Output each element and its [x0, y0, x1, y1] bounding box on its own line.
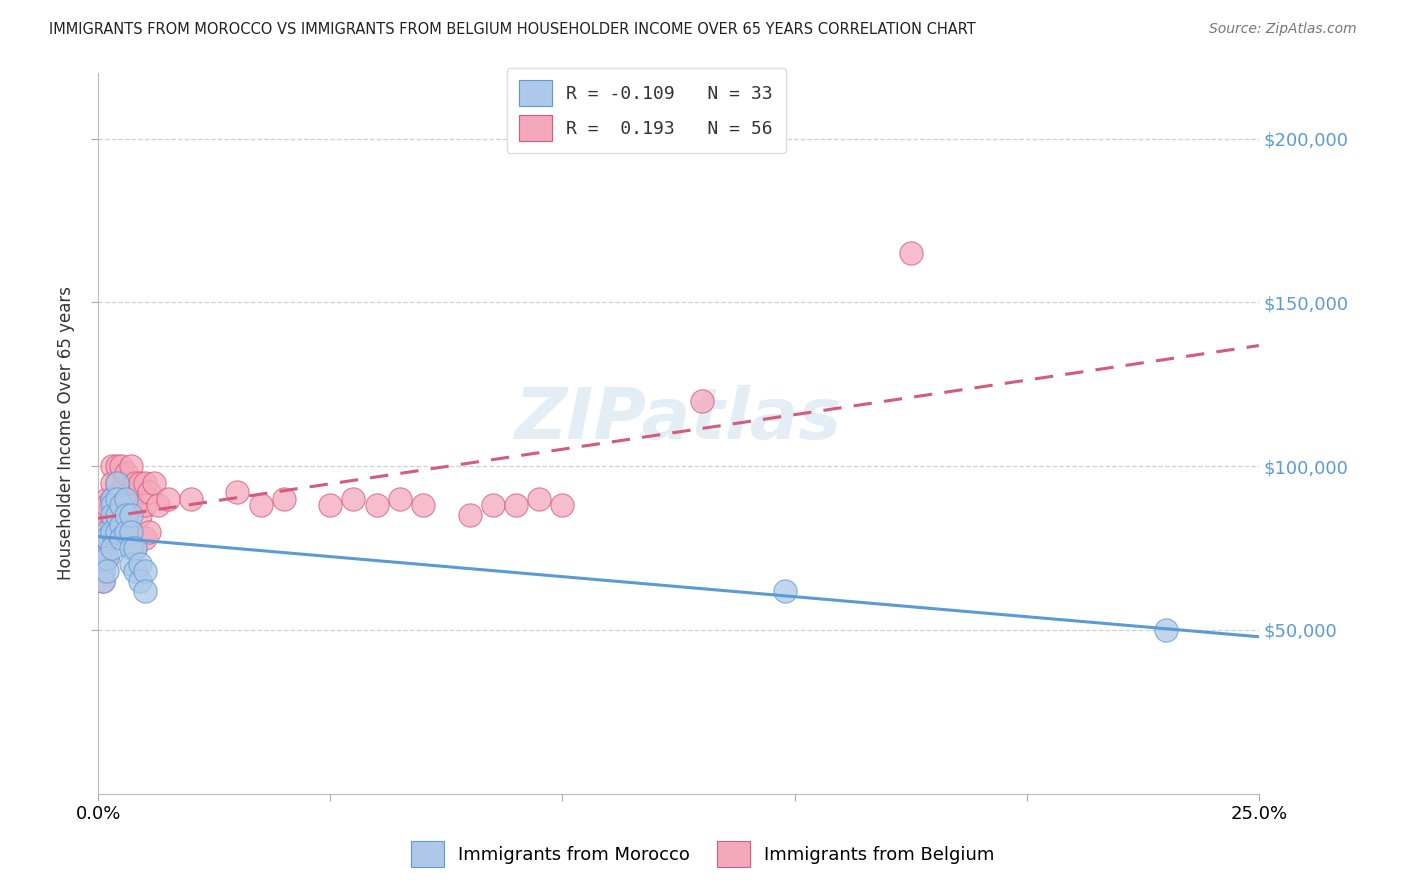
- Point: [124, 541, 146, 555]
- Point: [226, 485, 249, 500]
- Text: ZIPatlas: ZIPatlas: [515, 384, 842, 453]
- Point: [120, 508, 142, 523]
- Point: [124, 564, 146, 578]
- Point: [105, 491, 128, 506]
- Point: [91, 541, 114, 555]
- Point: [551, 499, 574, 513]
- Point: [91, 524, 114, 539]
- Point: [775, 583, 797, 598]
- Point: [96, 550, 118, 565]
- Point: [115, 518, 138, 533]
- Point: [96, 531, 118, 545]
- Point: [96, 491, 118, 506]
- Point: [142, 475, 165, 490]
- Point: [273, 491, 295, 506]
- Point: [101, 499, 124, 513]
- Point: [96, 499, 118, 513]
- Point: [366, 499, 388, 513]
- Point: [101, 508, 124, 523]
- Point: [101, 524, 124, 539]
- Point: [101, 518, 124, 533]
- Point: [124, 541, 146, 555]
- Point: [138, 485, 160, 500]
- Point: [115, 466, 138, 480]
- Text: Source: ZipAtlas.com: Source: ZipAtlas.com: [1209, 22, 1357, 37]
- Point: [342, 491, 364, 506]
- Point: [900, 246, 922, 260]
- Y-axis label: Householder Income Over 65 years: Householder Income Over 65 years: [58, 286, 75, 581]
- Point: [96, 524, 118, 539]
- Point: [105, 524, 128, 539]
- Point: [101, 475, 124, 490]
- Point: [105, 475, 128, 490]
- Point: [138, 524, 160, 539]
- Point: [115, 491, 138, 506]
- Point: [91, 508, 114, 523]
- Point: [101, 459, 124, 474]
- Point: [120, 524, 142, 539]
- Point: [96, 518, 118, 533]
- Point: [134, 531, 156, 545]
- Point: [120, 459, 142, 474]
- Point: [319, 499, 342, 513]
- Point: [101, 491, 124, 506]
- Point: [128, 558, 150, 572]
- Point: [128, 475, 150, 490]
- Legend: Immigrants from Morocco, Immigrants from Belgium: Immigrants from Morocco, Immigrants from…: [404, 834, 1002, 874]
- Point: [481, 499, 503, 513]
- Point: [110, 518, 132, 533]
- Point: [527, 491, 550, 506]
- Point: [110, 485, 132, 500]
- Point: [115, 491, 138, 506]
- Point: [134, 564, 156, 578]
- Point: [105, 508, 128, 523]
- Point: [91, 558, 114, 572]
- Point: [249, 499, 271, 513]
- Point: [128, 508, 150, 523]
- Point: [1154, 623, 1177, 637]
- Point: [115, 524, 138, 539]
- Point: [120, 541, 142, 555]
- Point: [134, 499, 156, 513]
- Point: [412, 499, 434, 513]
- Point: [690, 393, 713, 408]
- Point: [91, 564, 114, 578]
- Text: IMMIGRANTS FROM MOROCCO VS IMMIGRANTS FROM BELGIUM HOUSEHOLDER INCOME OVER 65 YE: IMMIGRANTS FROM MOROCCO VS IMMIGRANTS FR…: [49, 22, 976, 37]
- Point: [505, 499, 527, 513]
- Point: [128, 574, 150, 588]
- Point: [115, 508, 138, 523]
- Point: [110, 459, 132, 474]
- Point: [110, 531, 132, 545]
- Point: [156, 491, 179, 506]
- Point: [96, 531, 118, 545]
- Point: [101, 491, 124, 506]
- Point: [91, 574, 114, 588]
- Point: [91, 574, 114, 588]
- Point: [105, 499, 128, 513]
- Point: [120, 524, 142, 539]
- Point: [120, 485, 142, 500]
- Point: [124, 475, 146, 490]
- Point: [105, 524, 128, 539]
- Point: [105, 459, 128, 474]
- Point: [134, 583, 156, 598]
- Point: [110, 508, 132, 523]
- Point: [105, 475, 128, 490]
- Point: [148, 499, 170, 513]
- Point: [124, 499, 146, 513]
- Point: [180, 491, 202, 506]
- Point: [96, 564, 118, 578]
- Point: [96, 550, 118, 565]
- Point: [91, 550, 114, 565]
- Point: [134, 475, 156, 490]
- Point: [458, 508, 481, 523]
- Point: [101, 541, 124, 555]
- Point: [388, 491, 411, 506]
- Point: [120, 558, 142, 572]
- Point: [110, 499, 132, 513]
- Legend: R = -0.109   N = 33, R =  0.193   N = 56: R = -0.109 N = 33, R = 0.193 N = 56: [506, 68, 786, 153]
